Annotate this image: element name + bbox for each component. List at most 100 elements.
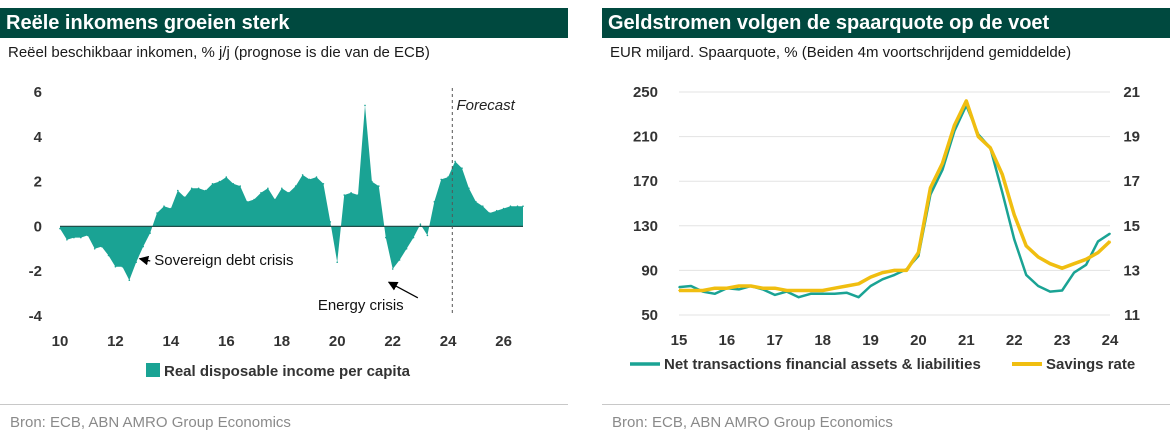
x-tick-label: 22 [384, 333, 401, 350]
savings-rate-point [726, 287, 728, 289]
net-transactions-point [845, 291, 848, 294]
x-tick-label: 20 [910, 332, 927, 349]
income-data-point [274, 198, 276, 201]
income-data-point [156, 212, 158, 214]
net-transactions-point [941, 169, 944, 171]
savings-rate-point [750, 285, 752, 287]
right-chart-svg: 50 90 130 170 210 250 11 13 15 17 19 21 15 16 17 18 19 20… [630, 84, 1140, 373]
net-transactions-point [821, 293, 824, 295]
income-data-point [66, 239, 68, 241]
x-tick-label: 20 [329, 333, 346, 350]
left-chart-panel: Reële inkomens groeien sterk Reëel besch… [0, 0, 568, 443]
net-transactions-point [869, 285, 872, 287]
savings-rate-point [869, 276, 872, 278]
income-data-point [329, 221, 332, 223]
income-data-point [371, 180, 373, 183]
savings-rate-point [833, 287, 836, 289]
right-chart-title: Geldstromen volgen de spaarquote op de v… [602, 8, 1170, 38]
savings-rate-point [821, 289, 824, 292]
x-tick-label: 15 [671, 332, 688, 349]
x-tick-label: 24 [440, 333, 457, 350]
net-transactions-point [881, 278, 884, 281]
savings-rate-point [774, 287, 776, 289]
x-tick-label: 17 [766, 332, 783, 349]
income-data-point [204, 189, 207, 192]
income-data-point [135, 261, 137, 263]
y-tick-label-left: 210 [633, 129, 658, 146]
savings-rate-point [1109, 240, 1111, 243]
income-data-point [412, 236, 415, 239]
y-tick-label-left: 50 [641, 307, 658, 324]
income-data-point [308, 178, 311, 181]
net-transactions-point [774, 294, 776, 296]
net-transactions-point [1013, 238, 1015, 240]
savings-rate-point [953, 124, 956, 127]
net-transactions-point [738, 288, 740, 291]
x-tick-label: 19 [862, 332, 879, 349]
legend-label-net-transactions: Net transactions financial assets & liab… [664, 356, 981, 373]
income-data-point [59, 227, 61, 230]
x-tick-label: 12 [107, 333, 124, 350]
income-data-point [301, 174, 304, 176]
savings-rate-point [1049, 262, 1051, 265]
y-tick-label: 2 [34, 174, 42, 191]
income-data-point [121, 265, 124, 268]
income-data-point [80, 236, 82, 239]
net-transactions-point [857, 296, 860, 298]
x-tick-label: 16 [719, 332, 736, 349]
income-data-point [267, 187, 269, 190]
income-data-point [170, 207, 172, 210]
income-data-point [461, 167, 463, 169]
net-transactions-point [809, 293, 812, 295]
sovereign-crisis-annotation: Sovereign debt crisis [154, 252, 293, 269]
income-data-point [454, 160, 456, 163]
savings-rate-point [989, 147, 992, 149]
income-data-point [419, 223, 422, 225]
income-data-point [86, 234, 89, 237]
legend-label-income: Real disposable income per capita [164, 363, 411, 380]
x-tick-label: 22 [1006, 332, 1023, 349]
income-data-point [184, 196, 186, 199]
net-transactions-point [1073, 271, 1075, 274]
net-transactions-point [1025, 274, 1027, 276]
y-tick-label-right: 21 [1123, 84, 1140, 101]
savings-rate-point [905, 269, 908, 272]
income-data-point [398, 259, 401, 261]
forecast-annotation: Forecast [456, 97, 515, 114]
income-area-series [60, 105, 523, 281]
savings-rate-point [797, 289, 800, 292]
income-data-point [281, 187, 283, 190]
income-data-point [260, 192, 262, 194]
savings-rate-point [1085, 258, 1087, 261]
savings-rate-point [1061, 267, 1063, 269]
income-data-point [378, 185, 380, 187]
net-transactions-point [690, 285, 692, 287]
income-data-point [440, 178, 443, 181]
income-data-point [522, 205, 524, 207]
y-tick-label: 0 [34, 218, 42, 235]
income-data-point [447, 176, 449, 178]
income-data-point [93, 248, 96, 250]
net-transactions-point [893, 274, 896, 276]
net-transactions-point [833, 293, 836, 295]
savings-rate-point [941, 162, 944, 165]
income-data-point [495, 209, 498, 212]
income-data-point [73, 236, 75, 239]
left-divider [0, 404, 568, 405]
x-tick-label: 18 [814, 332, 831, 349]
income-data-point [391, 268, 394, 270]
y-tick-label-right: 13 [1123, 262, 1140, 279]
savings-rate-point [917, 251, 920, 254]
y-tick-label-right: 11 [1124, 307, 1140, 324]
income-data-point [433, 201, 436, 203]
right-chart-subtitle: EUR miljard. Spaarquote, % (Beiden 4m vo… [610, 44, 1072, 61]
income-data-point [364, 104, 366, 107]
income-data-point [197, 187, 200, 190]
y-tick-label-right: 19 [1123, 129, 1140, 146]
savings-rate-point [678, 289, 680, 292]
net-transactions-point [1097, 240, 1099, 243]
income-data-point [350, 192, 352, 194]
y-tick-label-left: 130 [633, 218, 658, 235]
savings-rate-point [1097, 251, 1099, 254]
x-tick-label: 16 [218, 333, 235, 350]
